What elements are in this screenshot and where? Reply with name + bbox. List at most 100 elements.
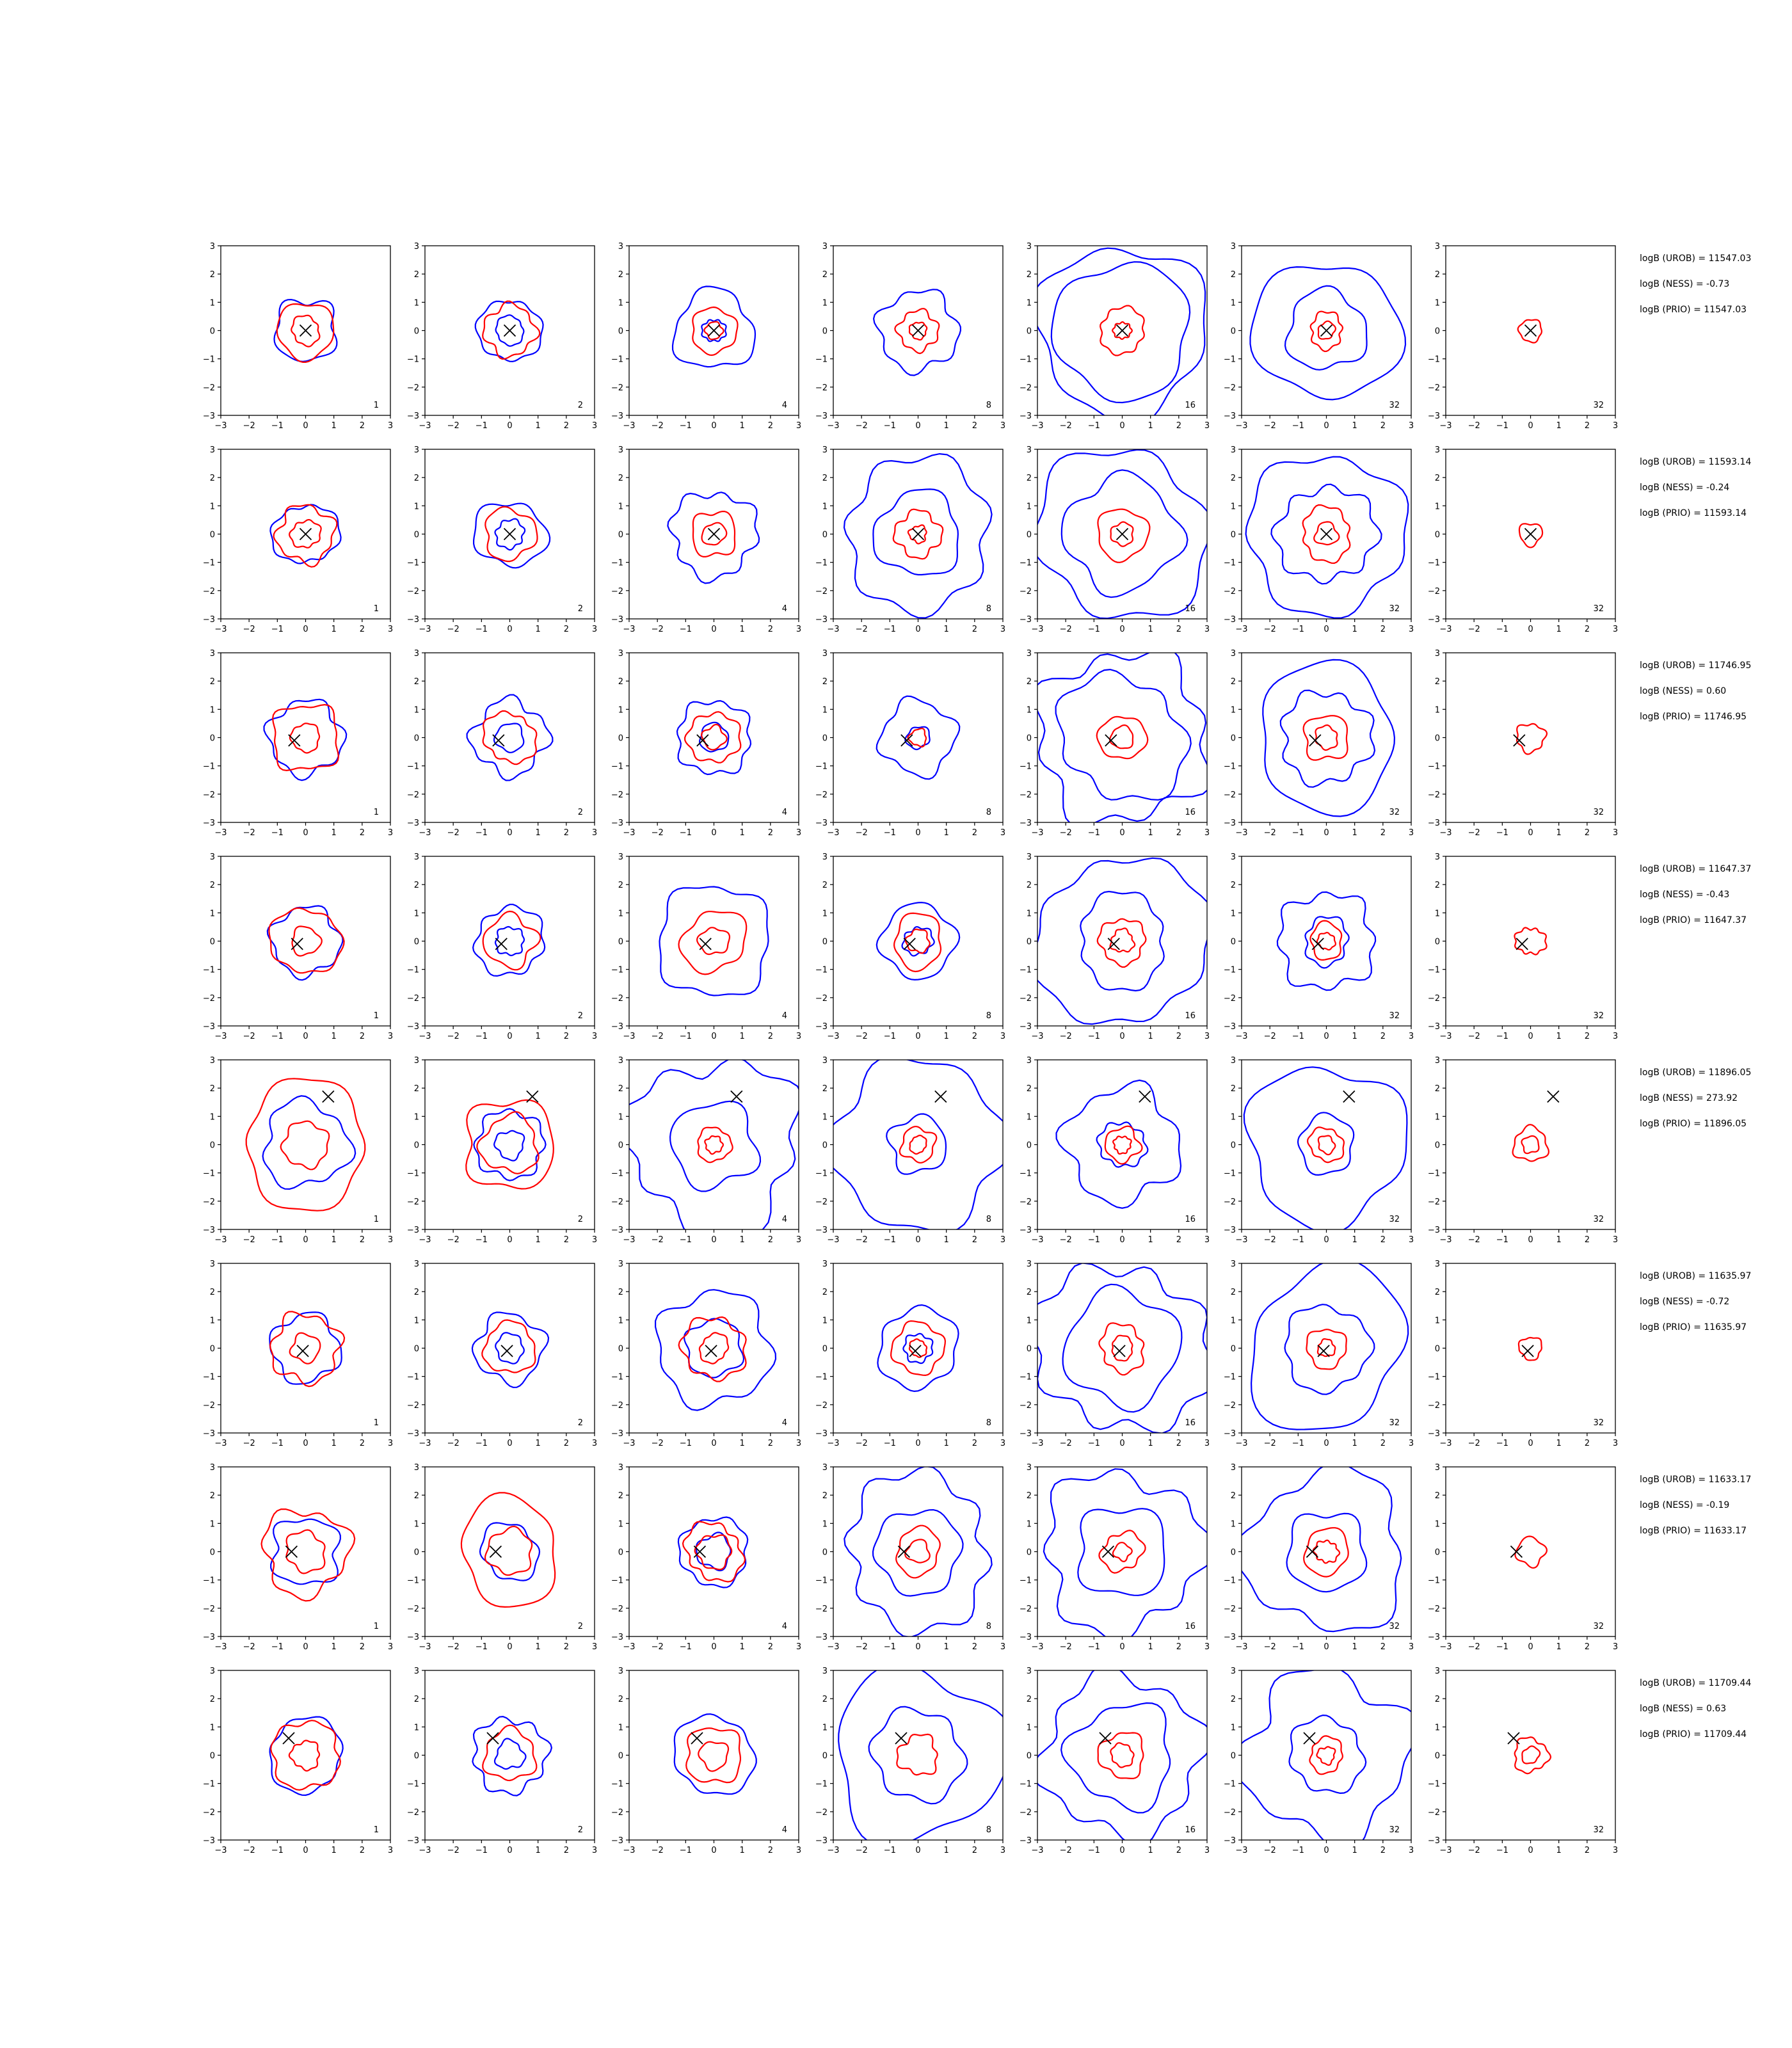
y-tick-label: 2 (1435, 1288, 1440, 1297)
y-tick-label: −2 (1224, 383, 1236, 393)
x-tick-label: −3 (1031, 1235, 1043, 1245)
x-tick-label: −3 (1235, 421, 1247, 431)
y-tick-label: −1 (815, 559, 828, 568)
logb-prio-label: logB (PRIO) = 11593.14 (1640, 508, 1747, 518)
red-contour (1512, 1124, 1550, 1162)
x-marker (696, 734, 709, 747)
y-tick-label: 3 (618, 1463, 623, 1473)
y-tick-label: 3 (822, 1463, 828, 1473)
x-tick-label: 2 (1176, 828, 1181, 838)
y-tick-label: 1 (822, 909, 828, 918)
x-tick-label: −1 (1496, 1439, 1508, 1448)
red-contour (276, 303, 335, 363)
red-contour (1517, 319, 1543, 344)
contour-panel: −3−3 −2 −2 −1 −1 0 0 1 1 2 2 3 3 32 (1224, 1056, 1414, 1245)
y-tick-label: 2 (618, 1084, 623, 1094)
y-tick-label: −1 (1428, 966, 1440, 975)
x-tick-label: −2 (1060, 421, 1072, 431)
contour-panel: −3−3 −2 −2 −1 −1 0 0 1 1 2 2 3 3 8 (815, 242, 1005, 431)
blue-contour (876, 695, 961, 780)
x-tick-label: 0 (1119, 1439, 1124, 1448)
x-tick-label: 2 (1176, 1032, 1181, 1041)
red-contour (1111, 321, 1133, 340)
blue-contour (472, 1715, 553, 1796)
ess-label: 8 (986, 604, 991, 614)
x-tick-label: 0 (1324, 625, 1329, 634)
ess-label: 32 (1593, 401, 1604, 410)
x-tick-label: 1 (1556, 1642, 1562, 1652)
x-tick-label: −2 (1060, 1235, 1072, 1245)
x-tick-label: −1 (271, 1235, 284, 1245)
x-tick-label: −2 (447, 1439, 460, 1448)
blue-contour (844, 1467, 993, 1636)
x-marker (693, 1545, 707, 1558)
y-tick-label: −2 (1224, 790, 1236, 800)
y-tick-label: −2 (815, 790, 828, 800)
x-tick-label: 3 (1613, 1642, 1618, 1652)
red-contour (245, 1078, 366, 1212)
y-tick-label: −1 (1020, 966, 1032, 975)
x-tick-label: −1 (1088, 828, 1100, 838)
blue-contour (263, 698, 348, 781)
x-tick-label: −2 (1060, 828, 1072, 838)
ess-label: 16 (1185, 1418, 1196, 1428)
x-tick-label: −1 (271, 1846, 284, 1855)
x-tick-label: 1 (1148, 828, 1153, 838)
y-tick-label: 1 (1435, 909, 1440, 918)
y-tick-label: −2 (407, 383, 419, 393)
x-tick-label: 0 (1119, 625, 1124, 634)
y-tick-label: 0 (1435, 938, 1440, 947)
y-tick-label: 0 (1435, 327, 1440, 337)
y-tick-label: 0 (1231, 1548, 1236, 1558)
y-tick-label: 3 (1231, 1667, 1236, 1676)
red-contour (1514, 1736, 1552, 1775)
x-tick-label: −3 (1235, 1032, 1247, 1041)
y-tick-label: 0 (618, 327, 623, 337)
red-contour (1112, 1542, 1133, 1563)
y-tick-label: 1 (210, 909, 215, 918)
logb-urob-label: logB (UROB) = 11709.44 (1640, 1678, 1751, 1688)
blue-contour (1077, 1508, 1165, 1596)
x-tick-label: 3 (388, 1032, 393, 1041)
logb-ness-label: logB (NESS) = 273.92 (1640, 1093, 1738, 1103)
blue-contour (1262, 659, 1396, 817)
x-tick-label: 2 (1585, 1642, 1590, 1652)
y-tick-label: −3 (407, 1226, 419, 1235)
ess-label: 4 (782, 1825, 787, 1835)
ess-label: 8 (986, 1011, 991, 1021)
y-tick-label: −1 (203, 1576, 215, 1586)
red-contour (1518, 523, 1544, 548)
x-tick-label: 2 (360, 421, 365, 431)
x-tick-label: −3 (419, 1032, 431, 1041)
y-tick-label: −2 (1224, 994, 1236, 1004)
red-contour (1316, 931, 1337, 951)
x-tick-label: −3 (1031, 421, 1043, 431)
x-tick-label: 1 (740, 625, 745, 634)
x-tick-label: −2 (652, 1642, 664, 1652)
axes-frame (628, 652, 799, 823)
y-tick-label: −3 (1224, 1226, 1236, 1235)
y-tick-label: 2 (822, 1491, 828, 1501)
blue-contour (904, 726, 931, 751)
ess-label: 32 (1389, 604, 1400, 614)
y-tick-label: −3 (1428, 1836, 1440, 1846)
x-tick-label: −3 (1439, 1032, 1452, 1041)
x-tick-label: −1 (1292, 1032, 1304, 1041)
logb-ness-label: logB (NESS) = 0.60 (1640, 686, 1726, 696)
y-tick-label: 3 (1231, 1463, 1236, 1473)
axes-frame (1445, 856, 1616, 1027)
red-contour (273, 504, 338, 568)
x-tick-label: −3 (1031, 828, 1043, 838)
y-tick-label: −1 (203, 355, 215, 365)
x-tick-label: 2 (768, 1439, 773, 1448)
blue-contour (1284, 1304, 1375, 1395)
x-tick-label: 2 (1176, 625, 1181, 634)
red-contour (899, 1126, 938, 1164)
y-tick-label: 0 (210, 938, 215, 947)
blue-contour (473, 502, 551, 569)
logb-urob-label: logB (UROB) = 11593.14 (1640, 457, 1751, 467)
contour-panel: −3−3 −2 −2 −1 −1 0 0 1 1 2 2 3 3 32 (1224, 242, 1414, 431)
red-contour (1514, 1535, 1548, 1569)
ess-label: 4 (782, 1011, 787, 1021)
y-tick-label: −2 (1428, 790, 1440, 800)
